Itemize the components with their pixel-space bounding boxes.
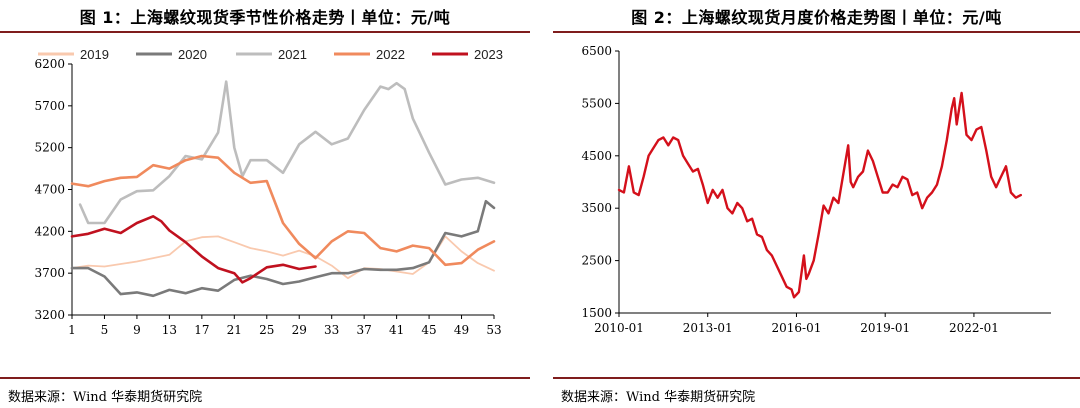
series-line-monthly (617, 91, 1022, 299)
y-tick-label: 5700 (34, 99, 65, 113)
x-tick-label: 9 (133, 323, 141, 337)
x-tick-label: 25 (259, 323, 274, 337)
legend-label-2023: 2023 (474, 47, 503, 62)
legend-label-2019: 2019 (80, 47, 109, 62)
x-tick-label: 1 (68, 323, 76, 337)
source-divider (553, 377, 1080, 379)
series-line-2019 (71, 235, 495, 280)
y-tick-label: 4700 (34, 183, 65, 197)
monthly-line-chart: 1500 2500 3500 4500 5500 6500 2010-01 2013-01 20… (581, 44, 1051, 335)
title-divider (553, 31, 1080, 33)
x-tick-label: 33 (324, 323, 339, 337)
series-line-2022 (70, 154, 496, 267)
series-line-2023 (70, 215, 317, 284)
x-tick-label: 29 (292, 323, 307, 337)
seasonal-line-chart: 3200 3700 4200 4700 5200 5700 6200 1 5 9 13 17 21 25 2… (34, 47, 503, 337)
chart-panel-seasonal: 图 1：上海螺纹现货季节性价格走势丨单位：元/吨 3200 3700 4200 470… (0, 0, 530, 408)
figure-2-title: 图 2：上海螺纹现货月度价格走势图丨单位：元/吨 (631, 8, 1002, 27)
y-tick-label: 5200 (34, 141, 65, 155)
x-tick-label: 49 (454, 323, 469, 337)
x-tick-label: 45 (421, 323, 436, 337)
x-tick-label: 5 (101, 323, 109, 337)
y-tick-label: 3200 (34, 308, 65, 322)
data-source-note: 数据来源：Wind 华泰期货研究院 (561, 390, 756, 405)
x-tick-label: 13 (162, 323, 177, 337)
legend-label-2021: 2021 (278, 47, 307, 62)
x-tick-label: 37 (357, 323, 372, 337)
y-tick-label: 4200 (34, 224, 65, 238)
x-tick-label: 2010-01 (594, 321, 644, 335)
chart-panel-monthly: 图 2：上海螺纹现货月度价格走势图丨单位：元/吨 1500 2500 3500 450… (553, 0, 1080, 408)
x-tick-label: 21 (227, 323, 242, 337)
x-tick-label: 2013-01 (683, 321, 733, 335)
y-tick-label: 3500 (581, 201, 612, 215)
y-tick-label: 6500 (581, 44, 612, 58)
legend-label-2022: 2022 (376, 47, 405, 62)
legend-label-2020: 2020 (178, 47, 207, 62)
x-tick-label: 53 (486, 323, 501, 337)
y-tick-label: 6200 (34, 57, 65, 71)
y-tick-label: 2500 (581, 254, 612, 268)
x-tick-label: 41 (389, 323, 404, 337)
x-tick-label: 17 (194, 323, 209, 337)
y-tick-label: 1500 (581, 306, 612, 320)
data-source-note: 数据来源：Wind 华泰期货研究院 (8, 390, 203, 405)
x-tick-label: 2016-01 (772, 321, 822, 335)
x-tick-label: 2019-01 (860, 321, 910, 335)
title-divider (0, 31, 530, 33)
source-divider (0, 377, 530, 379)
series-line-2021 (78, 80, 496, 225)
y-tick-label: 4500 (581, 149, 612, 163)
figure-1-title: 图 1：上海螺纹现货季节性价格走势丨单位：元/吨 (79, 8, 451, 27)
x-tick-label: 2022-01 (949, 321, 999, 335)
series-line-2020 (70, 199, 496, 298)
y-tick-label: 5500 (581, 96, 612, 110)
y-tick-label: 3700 (34, 266, 65, 280)
